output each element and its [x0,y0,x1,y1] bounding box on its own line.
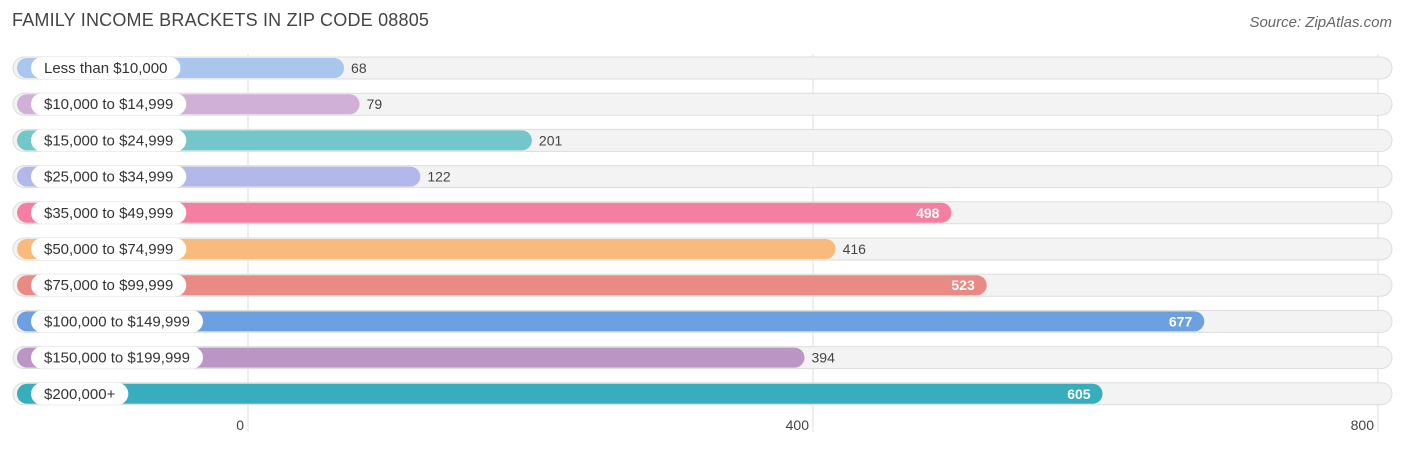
value-label: 605 [1067,386,1091,402]
value-label: 416 [843,241,867,257]
category-label: Less than $10,000 [44,60,167,77]
bar-row: $200,000+ 605 [12,382,1393,406]
category-pill [31,57,181,79]
category-pill [31,201,187,224]
category-label: $25,000 to $34,999 [44,169,173,186]
x-tick-label: 800 [1351,417,1375,433]
category-pill [31,346,203,369]
category-pill [31,274,187,297]
category-label: $35,000 to $49,999 [44,205,173,222]
category-pill [31,310,203,333]
category-label: $10,000 to $14,999 [44,96,173,113]
category-pill [31,382,129,405]
bar-row: $75,000 to $99,999 523 [12,273,1393,297]
bar-row: $10,000 to $14,999 79 [12,92,1393,116]
category-pill [31,238,187,260]
source-label: Source: ZipAtlas.com [1249,14,1392,31]
category-pill [31,93,187,116]
bar [17,347,805,368]
bar-row: $15,000 to $24,999 201 [12,128,1393,152]
category-label: $100,000 to $149,999 [44,313,190,330]
value-label: 677 [1169,313,1193,329]
value-label: 122 [427,169,451,185]
value-label: 68 [351,60,367,76]
value-label: 498 [916,205,940,221]
bar-row: $25,000 to $34,999 122 [12,165,1393,189]
x-tick-label: 400 [786,417,810,433]
value-label: 523 [951,277,975,293]
bar-row: $35,000 to $49,999 498 [12,201,1393,225]
row-background [12,56,1393,80]
category-pill [31,129,187,152]
chart-title: FAMILY INCOME BRACKETS IN ZIP CODE 08805 [12,10,430,30]
category-label: $200,000+ [44,386,116,403]
bar [17,202,952,223]
x-tick-label: 0 [236,417,244,433]
bar [17,383,1103,404]
bar-row: Less than $10,000 68 [12,56,1393,80]
value-label: 79 [367,96,383,112]
bar [17,239,836,259]
bar [17,311,1205,332]
value-label: 201 [539,132,563,148]
value-label: 394 [812,350,836,366]
bar-row: $100,000 to $149,999 677 [12,309,1393,333]
category-pill [31,165,187,188]
bar-row: $50,000 to $74,999 416 [12,237,1393,261]
category-label: $15,000 to $24,999 [44,132,173,149]
category-label: $75,000 to $99,999 [44,277,173,294]
category-label: $50,000 to $74,999 [44,241,173,258]
bar-row: $150,000 to $199,999 394 [12,346,1393,370]
category-label: $150,000 to $199,999 [44,350,190,367]
bar [17,275,987,296]
